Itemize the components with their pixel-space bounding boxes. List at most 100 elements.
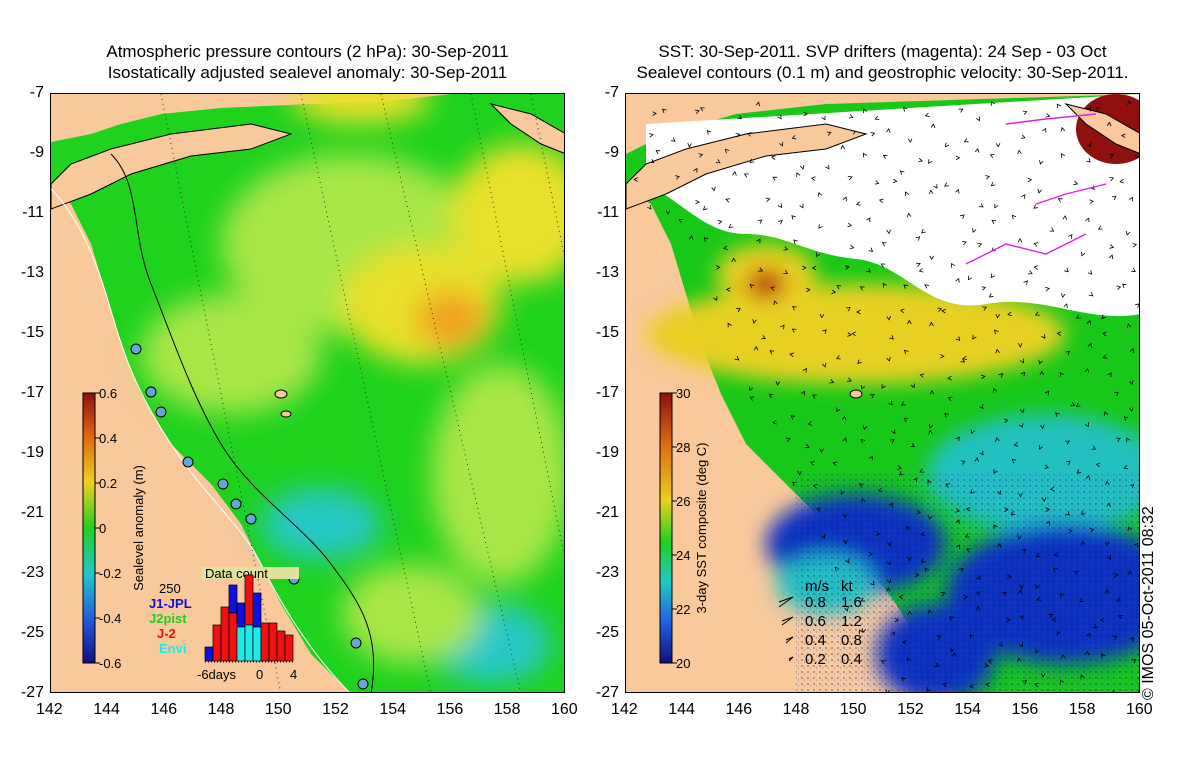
velocity-arrow xyxy=(955,436,960,442)
velocity-arrow xyxy=(809,461,815,466)
left-lon-tick: 152 xyxy=(322,701,349,718)
velocity-arrow xyxy=(844,606,849,612)
right-lat-tick: -23 xyxy=(595,564,619,581)
velocity-arrow xyxy=(887,541,892,547)
velocity-arrow xyxy=(1061,654,1066,659)
velocity-arrow xyxy=(1127,100,1132,105)
velocity-arrow xyxy=(1021,193,1026,199)
velocity-arrow xyxy=(1010,510,1016,515)
velocity-arrow xyxy=(1123,464,1129,470)
velocity-arrow xyxy=(1095,462,1101,468)
velocity-arrow xyxy=(1039,160,1044,165)
velocity-arrow xyxy=(796,172,801,177)
velocity-arrow xyxy=(1073,180,1079,186)
velocity-arrow xyxy=(904,349,909,355)
velocity-arrow xyxy=(1076,314,1081,319)
velocity-arrow xyxy=(1049,486,1055,492)
velocity-legend: m/s kt 0.8 1.6 0.6 1.2 0.4 0.8 0.2 0.4 xyxy=(778,578,862,668)
velocity-arrow xyxy=(1131,267,1136,273)
sst-colorbar: 30 28 26 24 22 20 3-day SST composite (deg C) xyxy=(659,386,709,671)
velocity-legend-ms-0: 0.8 xyxy=(805,594,826,611)
velocity-arrow xyxy=(994,203,999,209)
velocity-arrow xyxy=(649,158,655,164)
velocity-arrow xyxy=(1042,127,1047,133)
left-lon-tick: 144 xyxy=(93,701,120,718)
islands xyxy=(51,103,564,418)
velocity-arrow xyxy=(807,421,813,426)
velocity-arrow xyxy=(1056,331,1062,336)
velocity-arrow xyxy=(881,242,887,247)
velocity-arrow xyxy=(899,170,905,175)
data-count-xtick-4: 4 xyxy=(290,667,297,682)
data-count-title: Data count xyxy=(205,566,268,581)
velocity-arrow xyxy=(906,657,912,663)
velocity-arrow xyxy=(1021,548,1027,554)
velocity-arrow xyxy=(826,131,832,136)
left-lat-tick: -11 xyxy=(22,204,44,221)
velocity-arrow xyxy=(1019,358,1024,364)
velocity-arrow xyxy=(1065,350,1071,356)
velocity-arrow xyxy=(975,116,980,122)
velocity-arrow xyxy=(995,348,1000,354)
velocity-arrow xyxy=(955,155,961,161)
velocity-arrow xyxy=(902,107,908,112)
velocity-arrow xyxy=(904,191,910,197)
left-lat-tick: -23 xyxy=(20,564,44,581)
velocity-arrow xyxy=(789,352,795,358)
velocity-arrow xyxy=(995,313,1001,319)
velocity-arrow xyxy=(894,617,900,623)
velocity-arrow xyxy=(1076,469,1082,474)
velocity-arrow xyxy=(863,108,868,114)
velocity-arrow xyxy=(924,567,929,573)
velocity-legend-kt-3: 0.4 xyxy=(841,651,862,668)
velocity-arrow xyxy=(1081,251,1086,257)
velocity-arrow xyxy=(1059,679,1064,685)
velocity-arrow xyxy=(1125,231,1131,236)
velocity-arrow xyxy=(847,377,852,382)
velocity-arrow xyxy=(919,468,925,473)
velocity-arrow xyxy=(1101,653,1106,659)
velocity-arrow xyxy=(772,419,777,425)
velocity-arrow xyxy=(974,457,979,462)
velocity-arrow xyxy=(769,350,775,355)
velocity-arrow xyxy=(793,239,798,245)
velocity-arrow xyxy=(985,175,991,180)
velocity-arrow xyxy=(842,437,847,443)
left-lat-tick: -19 xyxy=(20,444,44,461)
velocity-arrow xyxy=(1087,342,1092,348)
velocity-arrow xyxy=(1121,283,1127,288)
velocity-arrow xyxy=(910,443,915,448)
velocity-arrow xyxy=(989,154,995,159)
velocity-arrow xyxy=(1055,412,1060,417)
velocity-arrow xyxy=(955,277,960,283)
velocity-arrow xyxy=(1087,106,1092,112)
velocity-arrow xyxy=(791,481,797,486)
geostrophic-velocity-arrows xyxy=(633,100,1139,692)
velocity-arrow xyxy=(1022,679,1028,685)
velocity-arrow xyxy=(906,212,912,218)
velocity-arrow xyxy=(844,265,850,270)
velocity-arrow xyxy=(859,286,865,291)
sst-colorbar-tick-label: 28 xyxy=(676,440,690,455)
islands xyxy=(626,103,1139,399)
velocity-arrow xyxy=(1020,134,1026,139)
velocity-arrow xyxy=(1068,528,1073,534)
velocity-arrow xyxy=(1035,552,1041,558)
velocity-arrow xyxy=(829,379,835,384)
velocity-arrow xyxy=(818,224,823,229)
velocity-arrow xyxy=(860,597,866,602)
data-count-xtick-minus6: -6days xyxy=(197,667,237,682)
velocity-legend-ms-header: m/s xyxy=(805,578,829,595)
velocity-arrow xyxy=(1004,507,1009,512)
velocity-arrow xyxy=(886,356,891,362)
velocity-arrow xyxy=(967,275,973,281)
velocity-arrow xyxy=(992,387,998,393)
velocity-arrow xyxy=(936,635,941,640)
sealevel-colorbar-tick-label: 0.6 xyxy=(99,386,117,401)
velocity-arrow xyxy=(694,109,700,114)
velocity-arrow xyxy=(969,634,974,639)
velocity-arrow xyxy=(768,393,774,398)
velocity-arrow xyxy=(956,544,961,550)
velocity-arrow xyxy=(661,108,667,114)
velocity-arrow xyxy=(1099,617,1105,623)
